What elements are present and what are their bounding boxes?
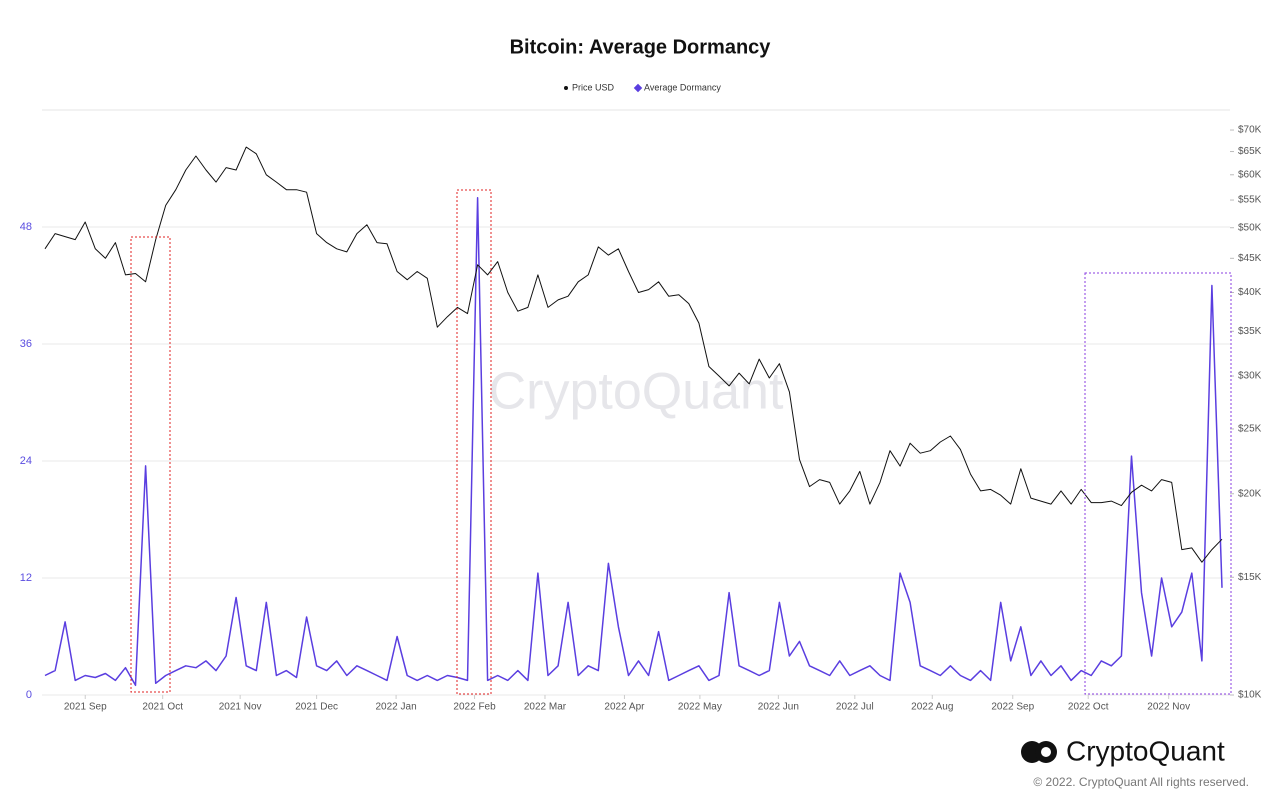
y2-tick-label: $65K [1238,146,1262,157]
x-tick-label: 2022 Mar [524,702,567,713]
legend: Price USD Average Dormancy [564,82,721,92]
x-tick-label: 2022 Aug [911,702,953,713]
chart-title: Bitcoin: Average Dormancy [510,36,772,58]
legend-label: Price USD [572,82,615,92]
legend-marker [633,83,643,93]
y2-tick-label: $55K [1238,195,1262,206]
x-tick-label: 2022 Jul [836,702,874,713]
y-tick-label: 48 [20,221,32,233]
logo: CryptoQuant [1021,735,1225,766]
y2-tick-label: $10K [1238,690,1262,701]
x-tick-label: 2021 Sep [64,702,107,713]
y2-tick-label: $40K [1238,287,1262,298]
x-tick-label: 2022 Feb [453,702,496,713]
x-tick-label: 2021 Oct [142,702,183,713]
logo-text: CryptoQuant [1066,735,1225,766]
y2-tick-label: $20K [1238,488,1262,499]
copyright: © 2022. CryptoQuant All rights reserved. [1033,775,1249,789]
logo-icon [1041,747,1051,757]
y2-tick-label: $35K [1238,326,1262,337]
highlight-box [456,189,492,695]
x-tick-label: 2022 Nov [1147,702,1190,713]
legend-marker [564,86,568,90]
y2-tick-label: $15K [1238,572,1262,583]
y2-tick-label: $50K [1238,222,1262,233]
watermark: CryptoQuant [489,363,784,421]
series-line [44,197,1223,687]
y2-tick-label: $45K [1238,253,1262,264]
x-tick-label: 2021 Nov [219,702,262,713]
legend-label: Average Dormancy [644,82,721,92]
x-tick-label: 2022 Jun [758,702,799,713]
y-tick-label: 12 [20,572,32,584]
highlight-box [130,236,171,693]
y2-tick-label: $25K [1238,424,1262,435]
y2-tick-label: $60K [1238,169,1262,180]
y-tick-label: 24 [20,455,32,467]
y-tick-label: 0 [26,689,32,701]
x-tick-label: 2022 Jan [376,702,417,713]
x-tick-label: 2022 Apr [604,702,645,713]
y2-tick-label: $30K [1238,371,1262,382]
y2-tick-label: $70K [1238,125,1262,136]
plot-area: 0 12 24 36 48 $10K $15K $20K $25K $30K $35K $40K $45… [20,109,1262,713]
highlight-box [1084,272,1232,695]
x-tick-label: 2022 May [678,702,722,713]
series-line [44,146,1223,563]
y-tick-label: 36 [20,338,32,350]
x-tick-label: 2022 Sep [991,702,1034,713]
x-tick-label: 2022 Oct [1068,702,1109,713]
x-tick-label: 2021 Dec [295,702,338,713]
